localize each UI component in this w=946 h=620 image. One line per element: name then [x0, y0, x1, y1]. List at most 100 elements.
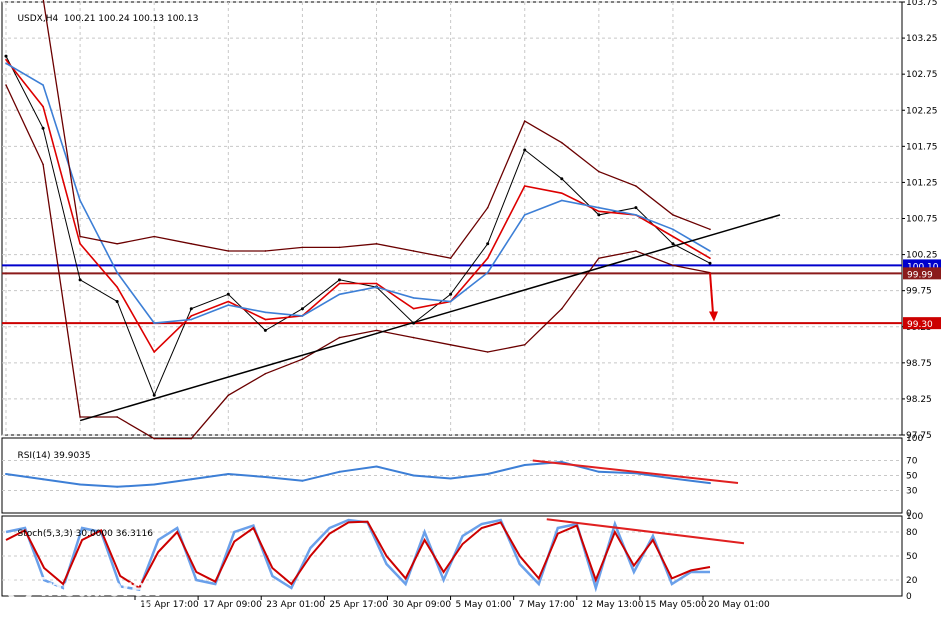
- data-point: [635, 214, 637, 216]
- data-point: [300, 307, 304, 311]
- rsi-divergence-line: [532, 459, 739, 484]
- data-point: [560, 141, 563, 144]
- y-tick-label: 100.25: [906, 251, 938, 261]
- x-tick-label: 23 Apr 01:00: [266, 600, 325, 610]
- y-tick-label: 0: [906, 509, 912, 519]
- stoch-divergence-line: [546, 518, 745, 545]
- data-point: [486, 351, 489, 353]
- data-point: [153, 235, 156, 238]
- data-point: [79, 483, 82, 486]
- data-point: [523, 343, 526, 346]
- y-tick-label: 101.25: [906, 178, 938, 188]
- data-point: [412, 307, 415, 310]
- data-point: [5, 84, 7, 86]
- data-point: [672, 228, 674, 231]
- data-point: [672, 214, 674, 216]
- data-point: [301, 315, 304, 317]
- data-point: [598, 257, 600, 259]
- stoch-value-label: Stoch(5,3,3) 30.0000 36.3116: [17, 529, 153, 539]
- y-tick-label: 97.75: [906, 431, 932, 441]
- data-point: [708, 261, 712, 265]
- data-point: [523, 464, 526, 466]
- data-point: [560, 199, 563, 202]
- data-point: [709, 257, 711, 259]
- data-point: [449, 300, 452, 303]
- data-point: [486, 257, 489, 259]
- data-point: [523, 214, 526, 216]
- data-point: [486, 206, 489, 209]
- logo-ring-icon: [6, 574, 34, 602]
- x-tick-label: 17 Apr 09:00: [203, 600, 262, 610]
- stoch-d-series: [5, 520, 711, 590]
- y-tick-label: 50: [906, 472, 918, 482]
- data-point: [153, 351, 156, 353]
- data-point: [5, 62, 7, 65]
- data-point: [79, 235, 81, 238]
- symbol-ohlc-label: USDX,H4 100.21 100.24 100.13 100.13: [17, 14, 199, 24]
- data-point: [338, 336, 341, 339]
- y-tick-label: 50: [906, 552, 918, 562]
- data-point: [598, 170, 600, 173]
- data-point: [635, 250, 637, 252]
- data-point: [338, 293, 341, 296]
- data-point: [5, 58, 7, 61]
- data-point: [116, 242, 118, 245]
- x-tick-label: 20 May 01:00: [708, 600, 770, 610]
- data-point: [709, 482, 711, 485]
- data-point: [412, 250, 415, 252]
- data-point: [486, 473, 489, 475]
- x-tick-label: 5 May 01:00: [456, 600, 512, 610]
- support-trendline: [79, 214, 781, 422]
- data-point: [190, 315, 193, 317]
- x-tick-label: 30 Apr 09:00: [392, 600, 451, 610]
- data-point: [449, 477, 452, 480]
- data-point: [153, 322, 156, 324]
- data-point: [264, 476, 267, 478]
- data-point: [116, 271, 118, 274]
- down-arrow-shaft: [709, 272, 714, 314]
- data-point: [709, 228, 711, 231]
- rsi-value-label: RSI(14) 39.9035: [17, 451, 91, 461]
- data-point: [41, 126, 45, 130]
- data-point: [338, 470, 341, 473]
- data-point: [449, 292, 453, 296]
- level-badge: [903, 317, 941, 330]
- data-point: [79, 199, 81, 202]
- logo-name: instaforex: [40, 572, 160, 602]
- data-point: [338, 282, 341, 285]
- y-tick-label: 102.75: [906, 70, 938, 80]
- y-tick-label: 100: [906, 434, 923, 444]
- data-point: [598, 210, 600, 213]
- data-point: [42, 163, 44, 166]
- data-point: [486, 242, 490, 246]
- data-point: [301, 358, 304, 361]
- data-point: [227, 394, 230, 397]
- data-point: [42, 478, 45, 481]
- data-point: [523, 185, 526, 187]
- y-tick-label: 98.75: [906, 359, 932, 369]
- data-point: [301, 246, 304, 249]
- data-point: [116, 416, 118, 418]
- y-tick-label: 100.75: [906, 215, 938, 225]
- data-point: [5, 473, 7, 475]
- level-label: 99.30: [907, 320, 933, 330]
- data-point: [449, 257, 452, 259]
- data-point: [153, 437, 156, 440]
- data-point: [338, 246, 341, 249]
- down-arrow-head: [709, 311, 718, 322]
- data-point: [449, 343, 452, 346]
- data-point: [116, 286, 118, 288]
- data-point: [79, 242, 81, 245]
- y-tick-label: 98.25: [906, 395, 932, 405]
- y-tick-label: 99.75: [906, 287, 932, 297]
- fast-average-series: [5, 59, 711, 354]
- data-point: [560, 461, 563, 463]
- data-point: [264, 250, 267, 252]
- data-point: [375, 242, 378, 245]
- data-point: [301, 479, 304, 482]
- data-point: [412, 297, 415, 299]
- data-point: [375, 465, 378, 468]
- upper-band-series: [42, 0, 711, 259]
